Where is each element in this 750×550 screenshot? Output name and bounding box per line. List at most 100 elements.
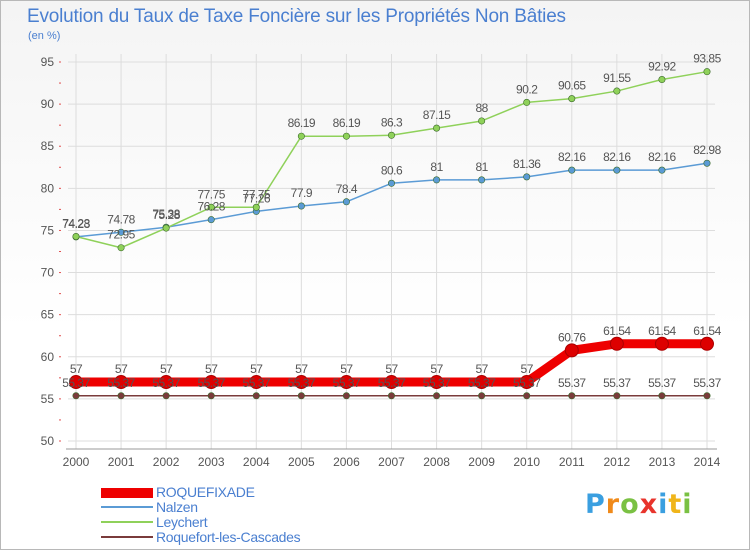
data-point — [568, 166, 576, 174]
legend-label-roquefixade: ROQUEFIXADE — [156, 484, 255, 500]
data-point — [207, 203, 215, 211]
x-tick-label: 2014 — [694, 455, 721, 469]
data-label: 55.37 — [648, 376, 676, 390]
data-label: 57 — [160, 362, 173, 376]
data-point — [703, 68, 711, 76]
data-label: 77.26 — [243, 191, 271, 205]
data-label: 91.55 — [603, 71, 631, 85]
data-label: 61.54 — [648, 324, 676, 338]
data-point — [568, 392, 576, 400]
data-point — [523, 173, 531, 181]
data-label: 57 — [205, 362, 218, 376]
data-label: 86.19 — [333, 116, 361, 130]
data-label: 86.19 — [288, 116, 316, 130]
y-tick-label: 60 — [41, 350, 55, 364]
data-point — [564, 343, 579, 358]
data-label: 93.85 — [693, 52, 721, 66]
data-point — [207, 392, 215, 400]
data-label: 75.28 — [152, 208, 180, 222]
x-tick-label: 2012 — [604, 455, 631, 469]
data-point — [523, 98, 531, 106]
data-point — [658, 392, 666, 400]
data-point — [249, 375, 264, 390]
y-tick-label: 75 — [41, 223, 55, 237]
data-label: 55.37 — [558, 376, 586, 390]
data-point — [613, 166, 621, 174]
x-tick-label: 2009 — [468, 455, 495, 469]
data-label: 81.36 — [513, 157, 541, 171]
data-point — [519, 375, 534, 390]
data-point — [523, 392, 531, 400]
data-label: 55.37 — [62, 376, 90, 390]
y-tick-label: 65 — [41, 308, 55, 322]
data-point — [478, 117, 486, 125]
x-tick-label: 2002 — [153, 455, 180, 469]
data-label: 55.37 — [107, 376, 135, 390]
grid-lines — [68, 54, 715, 449]
data-point — [159, 375, 174, 390]
data-point — [294, 375, 309, 390]
data-label: 82.16 — [558, 150, 586, 164]
data-point — [342, 198, 350, 206]
data-label: 82.16 — [648, 150, 676, 164]
proxiti-logo: Proxiti — [585, 489, 693, 520]
x-tick-label: 2011 — [559, 455, 585, 469]
data-point — [478, 392, 486, 400]
data-label: 57 — [430, 362, 443, 376]
y-tick-label: 95 — [41, 55, 55, 69]
y-tick-label: 80 — [41, 181, 55, 195]
x-tick-label: 2001 — [108, 455, 135, 469]
y-tick-label: 70 — [41, 266, 55, 280]
series-2 — [72, 68, 711, 252]
y-unit-label: (en %) — [28, 30, 61, 42]
legend-label-nalzen: Nalzen — [156, 499, 198, 515]
x-tick-label: 2013 — [649, 455, 676, 469]
logo-letter: o — [620, 489, 640, 520]
y-tick-label: 55 — [41, 392, 55, 406]
data-point — [162, 224, 170, 232]
logo-letter: r — [605, 489, 621, 520]
series-0 — [69, 336, 714, 390]
data-point — [72, 392, 80, 400]
data-label: 55.37 — [423, 376, 451, 390]
data-label: 76.28 — [197, 200, 225, 214]
data-point — [297, 202, 305, 210]
data-label: 77.75 — [243, 187, 271, 201]
x-tick-label: 2000 — [63, 455, 90, 469]
data-label: 81 — [430, 160, 443, 174]
axes: 50 55 60 65 70 75 80 85 90 95 2000 2001 2002 2003 2004… — [41, 55, 721, 469]
logo-letter: t — [668, 489, 683, 520]
y-tick-label: 90 — [41, 97, 55, 111]
logo-letter: i — [658, 489, 669, 520]
legend-label-roquefort: Roquefort-les-Cascades — [156, 529, 301, 545]
series-3 — [72, 392, 711, 400]
data-point — [72, 233, 80, 241]
point-labels: 57 57 57 57 57 57 57 57 57 57 57 60.76 61.54 61.54 61.… — [62, 52, 722, 390]
data-label: 57 — [115, 362, 128, 376]
data-point — [204, 375, 219, 390]
logo-letter: i — [682, 489, 693, 520]
y-tick-label: 50 — [41, 434, 55, 448]
legend-swatch-roquefort — [101, 536, 153, 538]
x-tick-label: 2008 — [423, 455, 450, 469]
data-label: 87.15 — [423, 108, 451, 122]
data-point — [700, 336, 714, 351]
data-label: 55.37 — [243, 376, 271, 390]
data-label: 74.78 — [107, 212, 135, 226]
data-point — [654, 336, 669, 351]
data-point — [384, 375, 399, 390]
data-label: 78.4 — [336, 182, 358, 196]
data-point — [207, 216, 215, 224]
data-point — [387, 392, 395, 400]
data-label: 57 — [385, 362, 398, 376]
x-tick-label: 2007 — [378, 455, 405, 469]
data-label: 57 — [475, 362, 488, 376]
legend-label-leychert: Leychert — [156, 514, 208, 530]
data-label: 57 — [340, 362, 353, 376]
data-point — [703, 159, 711, 167]
data-point — [114, 375, 129, 390]
data-label: 74.23 — [62, 217, 90, 231]
x-tick-label: 2004 — [243, 455, 270, 469]
y-tick-label: 85 — [41, 139, 55, 153]
data-label: 55.37 — [513, 376, 541, 390]
